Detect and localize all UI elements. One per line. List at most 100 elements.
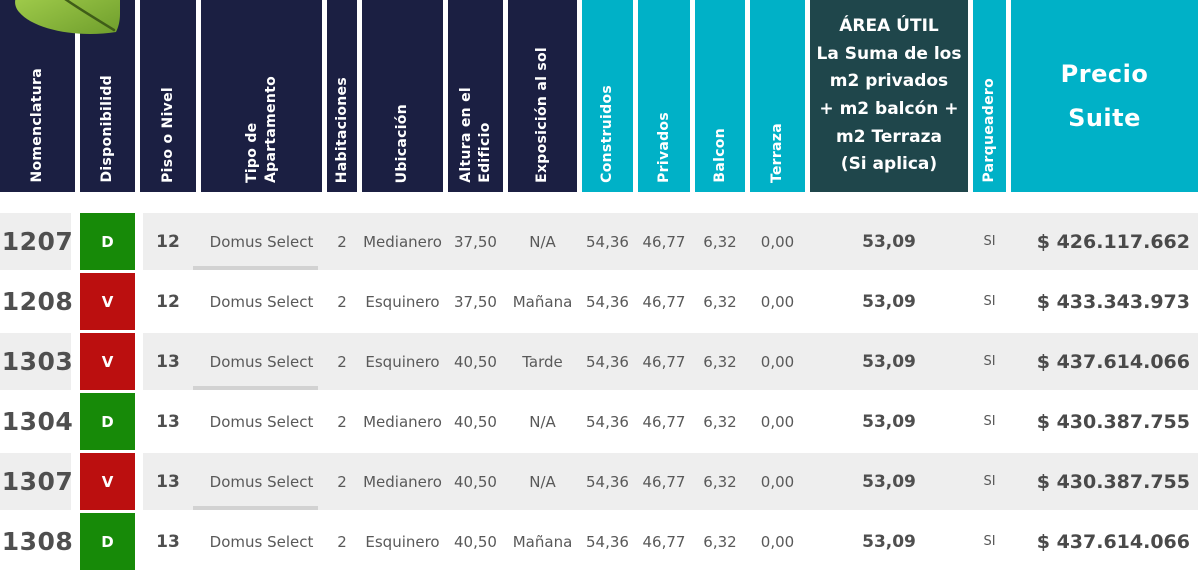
header-label-balcon: Balcon	[711, 128, 728, 183]
table-row: 1207 D 12 Domus Select 2 Medianero 37,50 N/A 54,…	[0, 213, 1198, 270]
cell-disponibilidad: D	[80, 393, 135, 450]
availability-badge: V	[80, 333, 135, 390]
cell-ubicacion: Esquinero	[365, 532, 440, 551]
header-parqueadero: Parqueadero	[973, 0, 1006, 192]
cell-construidos: 54,36	[586, 472, 629, 491]
cell-balcon: 6,32	[703, 412, 737, 431]
availability-badge: V	[80, 453, 135, 510]
cell-piso: 13	[156, 411, 180, 432]
cell-privados: 46,77	[642, 532, 686, 551]
header-label-nomenclatura: Nomenclatura	[29, 68, 46, 183]
table-row: 1307 V 13 Domus Select 2 Medianero 40,50 N/A 54,…	[0, 453, 1198, 510]
availability-letter: V	[101, 472, 114, 491]
table-row: 1303 V 13 Domus Select 2 Esquinero 40,50 Tarde 5…	[0, 333, 1198, 390]
cell-terraza: 0,00	[760, 472, 795, 491]
header-nomenclatura: Nomenclatura	[0, 0, 75, 192]
cell-terraza: 0,00	[760, 532, 795, 551]
cell-parqueadero: SI	[983, 294, 996, 309]
cell-construidos: 54,36	[586, 232, 629, 251]
cell-altura: 37,50	[454, 232, 497, 251]
cell-habitaciones: 2	[337, 532, 347, 551]
cell-ubicacion: Medianero	[363, 232, 442, 251]
cell-nomenclatura: 1307	[1, 467, 74, 496]
cell-ubicacion: Medianero	[363, 472, 442, 491]
cell-nomenclatura: 1308	[1, 527, 74, 556]
cell-nomenclatura: 1208	[1, 287, 74, 316]
cell-privados: 46,77	[642, 292, 686, 311]
cell-balcon: 6,32	[703, 532, 737, 551]
cell-habitaciones: 2	[337, 412, 347, 431]
cell-tipo: Domus Select	[193, 333, 322, 390]
cell-altura: 40,50	[454, 352, 497, 371]
cell-parqueadero: SI	[983, 354, 996, 369]
cell-balcon: 6,32	[703, 232, 737, 251]
cell-exposicion: N/A	[529, 472, 556, 491]
header-label-piso: Piso o Nivel	[159, 87, 176, 183]
cell-privados: 46,77	[642, 412, 686, 431]
cell-habitaciones: 2	[337, 352, 347, 371]
cell-piso: 12	[156, 231, 180, 252]
header-privados: Privados	[638, 0, 690, 192]
availability-badge: V	[80, 273, 135, 330]
availability-badge: D	[80, 393, 135, 450]
cell-terraza: 0,00	[760, 292, 795, 311]
cell-piso: 13	[156, 351, 180, 372]
table-row: 1304 D 13 Domus Select 2 Medianero 40,50 N/A 54,…	[0, 393, 1198, 450]
cell-area_util: 53,09	[862, 231, 916, 252]
cell-precio: $ 426.117.662	[1036, 230, 1190, 253]
cell-parqueadero: SI	[983, 474, 996, 489]
availability-badge: D	[80, 213, 135, 270]
header-exposicion: Exposición al sol	[508, 0, 577, 192]
header-label-parqueadero: Parqueadero	[981, 78, 998, 183]
header-terraza: Terraza	[750, 0, 805, 192]
cell-disponibilidad: V	[80, 273, 135, 330]
cell-ubicacion: Esquinero	[365, 352, 440, 371]
cell-area_util: 53,09	[862, 351, 916, 372]
cell-habitaciones: 2	[337, 232, 347, 251]
cell-precio: $ 437.614.066	[1036, 350, 1190, 373]
cell-area_util: 53,09	[862, 531, 916, 552]
availability-letter: V	[101, 292, 114, 311]
cell-tipo: Domus Select	[209, 292, 314, 311]
cell-exposicion: N/A	[529, 232, 556, 251]
cell-exposicion: Tarde	[522, 352, 563, 371]
cell-privados: 46,77	[642, 232, 686, 251]
header-tipo: Tipo de Apartamento	[201, 0, 322, 192]
header-label-tipo: Tipo de Apartamento	[243, 75, 279, 183]
cell-ubicacion: Esquinero	[365, 292, 440, 311]
cell-privados: 46,77	[642, 352, 686, 371]
cell-construidos: 54,36	[586, 532, 629, 551]
cell-nomenclatura: 1303	[1, 347, 74, 376]
cell-piso: 13	[156, 471, 180, 492]
header-label-exposicion: Exposición al sol	[534, 47, 551, 183]
availability-badge: D	[80, 513, 135, 570]
header-label-ubicacion: Ubicación	[394, 103, 411, 183]
cell-parqueadero: SI	[983, 414, 996, 429]
cell-construidos: 54,36	[586, 292, 629, 311]
cell-tipo: Domus Select	[193, 213, 322, 270]
cell-terraza: 0,00	[760, 232, 795, 251]
availability-letter: V	[101, 352, 114, 371]
cell-disponibilidad: V	[80, 333, 135, 390]
cell-precio: $ 430.387.755	[1036, 470, 1190, 493]
leaf-icon	[15, 0, 120, 34]
cell-tipo: Domus Select	[209, 412, 314, 431]
cell-precio: $ 433.343.973	[1036, 290, 1190, 313]
cell-exposicion: Mañana	[512, 292, 573, 311]
header-label-privados: Privados	[655, 112, 672, 183]
header-area_util: ÁREA ÚTIL La Suma de los m2 privados + m…	[810, 0, 968, 192]
header-precio: Precio Suite	[1011, 0, 1198, 192]
cell-altura: 40,50	[454, 412, 497, 431]
cell-piso: 12	[156, 291, 180, 312]
header-ubicacion: Ubicación	[362, 0, 443, 192]
cell-precio: $ 437.614.066	[1036, 530, 1190, 553]
cell-habitaciones: 2	[337, 472, 347, 491]
cell-nomenclatura: 1207	[1, 227, 74, 256]
table-body: 1207 D 12 Domus Select 2 Medianero 37,50 N/A 54,…	[0, 213, 1198, 570]
cell-area_util: 53,09	[862, 291, 916, 312]
cell-construidos: 54,36	[586, 352, 629, 371]
header-label-altura: Altura en el Edificio	[457, 87, 493, 183]
cell-altura: 40,50	[454, 532, 497, 551]
cell-disponibilidad: V	[80, 453, 135, 510]
header-label-precio: Precio Suite	[1060, 59, 1149, 132]
